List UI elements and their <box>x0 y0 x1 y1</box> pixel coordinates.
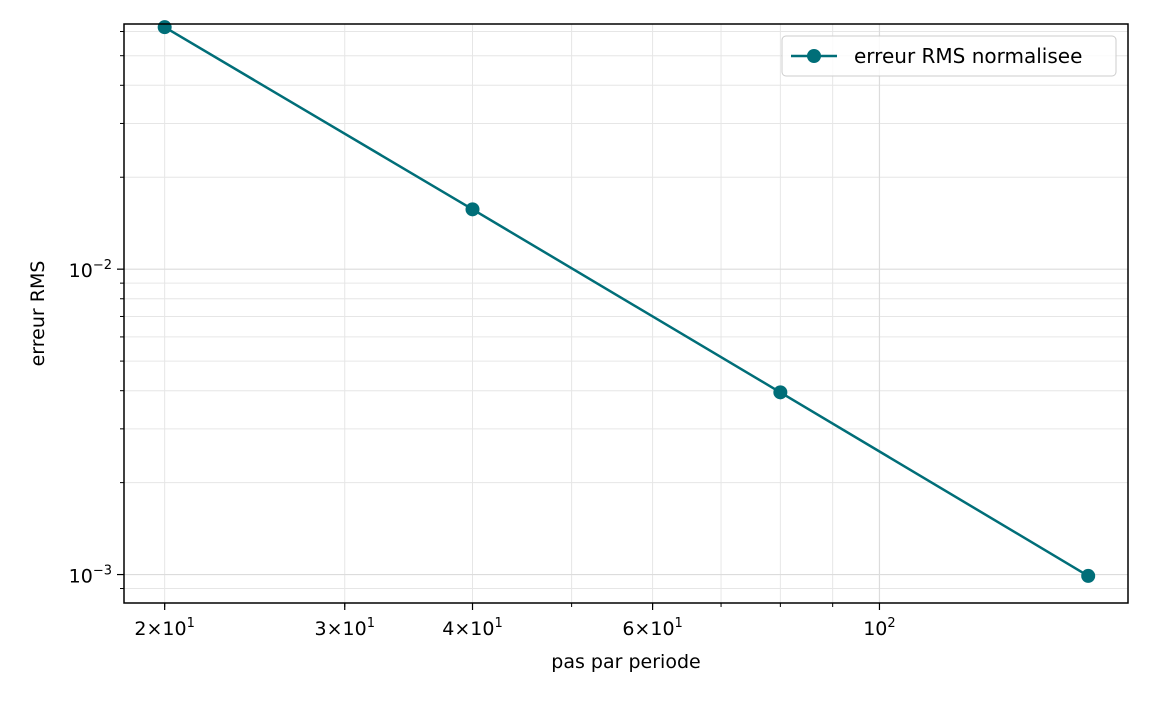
legend-box <box>781 35 1117 77</box>
x-tick-label: 2×101 <box>134 616 194 640</box>
legend-entry-label: erreur RMS normalisee <box>854 44 1082 68</box>
legend: erreur RMS normalisee <box>781 35 1117 77</box>
data-point <box>773 385 788 400</box>
x-tick-label: 4×101 <box>442 616 502 640</box>
data-point <box>1081 568 1096 583</box>
legend-marker <box>807 49 821 63</box>
data-point <box>465 202 480 217</box>
major-grid <box>124 24 1128 603</box>
data-point <box>157 20 172 35</box>
x-axis-label: pas par periode <box>551 651 700 673</box>
x-tick-label: 6×101 <box>622 616 682 640</box>
plot-area-frame <box>123 23 1129 604</box>
x-tick-label: 3×101 <box>315 616 375 640</box>
y-tick-label: 10−2 <box>69 258 112 282</box>
minor-grid <box>124 24 1128 603</box>
series-line <box>164 26 1089 577</box>
y-axis-label: erreur RMS <box>27 261 49 367</box>
series-layer <box>157 20 1096 583</box>
y-tick-label: 10−3 <box>69 564 112 588</box>
